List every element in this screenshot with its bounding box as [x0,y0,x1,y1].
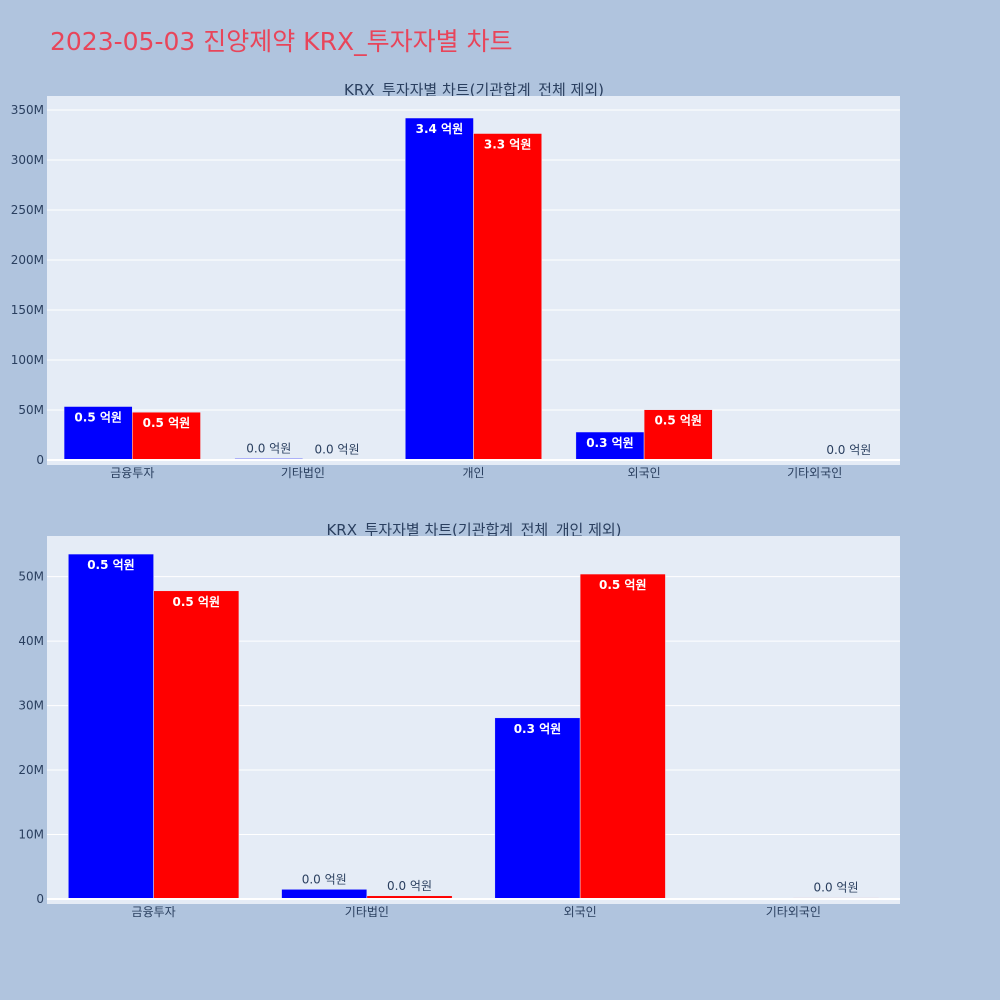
y-tick-label: 100M [11,353,44,367]
bar-data-label: 0.0 억원 [246,442,291,456]
y-tick-label: 50M [18,403,44,417]
y-tick-label: 150M [11,303,44,317]
bar-data-label: 0.0 억원 [387,879,432,893]
bar-series-1[interactable] [63,406,133,461]
bar-data-label: 3.3 억원 [484,138,532,152]
x-tick-label: 기타외국인 [766,905,821,919]
x-tick-label: 금융투자 [110,466,154,480]
bar-series-1[interactable] [281,889,368,900]
bar-data-label: 0.3 억원 [586,436,634,450]
bar-data-label: 3.4 억원 [416,122,464,136]
x-tick-label: 기타외국인 [787,466,842,480]
chart-1-title: KRX_투자자별 차트(기관합계_전체 제외) [344,81,604,100]
bar-data-label: 0.5 억원 [173,595,221,609]
y-tick-label: 30M [18,699,44,713]
y-tick-label: 20M [18,763,44,777]
x-tick-label: 금융투자 [132,905,176,919]
bar-data-label: 0.0 억원 [302,872,347,886]
bar-series-2[interactable] [643,409,713,461]
y-tick-label: 200M [11,253,44,267]
y-tick-label: 300M [11,153,44,167]
bar-data-label: 0.0 억원 [814,881,859,895]
bar-data-label: 0.5 억원 [654,414,702,428]
bar-data-label: 0.5 억원 [143,416,191,430]
chart-2-title: KRX_투자자별 차트(기관합계_전체_개인 제외) [326,521,621,540]
y-tick-label: 250M [11,203,44,217]
x-tick-label: 외국인 [564,905,597,919]
y-tick-label: 350M [11,103,44,117]
bar-series-2[interactable] [153,590,240,900]
bar-series-1[interactable] [575,431,645,461]
bar-series-1[interactable] [68,553,154,900]
page-title: 2023-05-03 진양제약 KRX_투자자별 차트 [50,27,513,56]
chart-1-plot: 0 50M 100M 150M 200M 250M 300M 350M 금융투자 0.5 억원 0.… [11,96,900,480]
bar-data-label: 0.3 억원 [514,722,562,736]
x-tick-label: 외국인 [628,466,661,480]
bar-data-label: 0.5 억원 [599,578,647,592]
bar-series-2[interactable] [473,133,542,461]
y-tick-label: 0 [36,892,44,906]
bar-series-1[interactable] [494,717,581,900]
x-tick-label: 개인 [462,466,484,480]
bar-series-2[interactable] [579,573,666,900]
bar-data-label: 0.5 억원 [74,411,122,425]
y-tick-label: 10M [18,828,44,842]
y-tick-label: 40M [18,634,44,648]
bar-data-label: 0.0 억원 [826,443,871,457]
y-tick-label: 0 [36,453,44,467]
x-tick-label: 기타법인 [345,905,389,919]
bar-series-1[interactable] [405,117,474,461]
x-tick-label: 기타법인 [281,466,325,480]
y-tick-label: 50M [18,570,44,584]
bar-data-label: 0.5 억원 [87,558,135,572]
bar-series-2[interactable] [132,411,201,461]
bar-data-label: 0.0 억원 [315,443,360,457]
